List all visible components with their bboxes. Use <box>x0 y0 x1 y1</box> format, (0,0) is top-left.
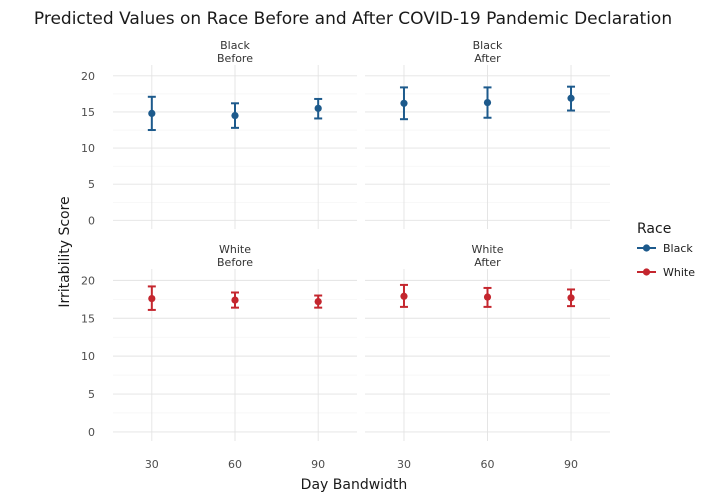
x-tick-label: 60 <box>228 458 242 471</box>
facet-label-race: Black <box>473 39 503 52</box>
legend-title: Race <box>637 221 671 237</box>
data-point <box>231 296 239 304</box>
y-tick-label: 5 <box>88 178 95 191</box>
data-point <box>231 111 239 120</box>
data-point <box>314 297 322 306</box>
facet-label-period: After <box>474 52 501 65</box>
y-tick-label: 5 <box>88 388 95 401</box>
chart-title: Predicted Values on Race Before and Afte… <box>34 9 672 29</box>
y-tick-label: 10 <box>81 350 95 363</box>
data-point <box>567 294 575 302</box>
legend-swatch-point <box>642 268 651 276</box>
data-point <box>400 99 408 107</box>
y-axis-title: Irritability Score <box>57 196 73 307</box>
y-tick-label: 20 <box>81 70 95 83</box>
x-tick-label: 60 <box>481 458 495 471</box>
facet-label-period: After <box>474 256 501 269</box>
legend-label: White <box>663 266 695 279</box>
data-point <box>400 292 408 300</box>
facet-label-period: Before <box>217 52 253 65</box>
y-tick-label: 20 <box>81 274 95 287</box>
data-point <box>483 98 492 107</box>
y-tick-label: 15 <box>81 106 95 119</box>
legend-label: Black <box>663 242 693 255</box>
data-point <box>314 104 322 112</box>
y-tick-label: 0 <box>88 426 95 439</box>
data-point <box>483 293 492 301</box>
x-tick-label: 90 <box>564 458 578 471</box>
y-tick-label: 0 <box>88 214 95 227</box>
x-axis-title: Day Bandwidth <box>301 477 408 493</box>
x-tick-label: 90 <box>311 458 325 471</box>
facet-label-race: Black <box>220 39 250 52</box>
facet-label-race: White <box>472 243 504 256</box>
data-point <box>567 94 575 102</box>
y-tick-label: 15 <box>81 312 95 325</box>
y-tick-label: 10 <box>81 142 95 155</box>
data-point <box>148 294 156 303</box>
x-tick-label: 30 <box>397 458 411 471</box>
data-point <box>148 109 156 118</box>
x-tick-label: 30 <box>145 458 159 471</box>
facet-label-race: White <box>219 243 251 256</box>
legend-swatch-point <box>642 244 651 252</box>
facet-label-period: Before <box>217 256 253 269</box>
